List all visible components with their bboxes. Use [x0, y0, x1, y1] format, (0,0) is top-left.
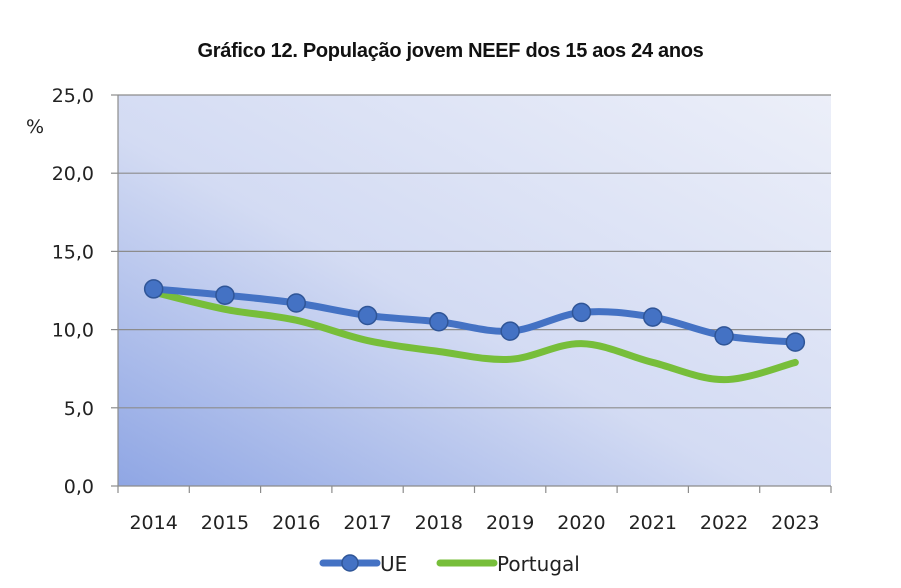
- data-point-ue: [571, 302, 592, 323]
- data-point-ue: [143, 279, 164, 299]
- x-tick-label: 2015: [201, 512, 249, 534]
- x-tick-label: 2018: [415, 512, 463, 534]
- x-tick-label: 2023: [771, 512, 819, 534]
- y-tick-label: 10,0: [52, 320, 94, 342]
- legend-label-ue: UE: [380, 552, 407, 576]
- legend-marker: [341, 554, 359, 572]
- x-tick-label: 2021: [629, 512, 677, 534]
- plot-area: [118, 95, 831, 486]
- data-point-ue: [357, 305, 378, 326]
- series-line-portugal: [150, 288, 799, 384]
- y-axis-label: %: [26, 116, 44, 138]
- y-tick-label: 5,0: [64, 398, 94, 420]
- data-point-ue: [500, 321, 520, 341]
- legend-item-ue: UE: [319, 552, 407, 576]
- data-point-ue: [286, 293, 306, 313]
- legend-label-portugal: Portugal: [497, 552, 580, 576]
- x-tick-label: 2016: [272, 512, 320, 534]
- chart-title: Gráfico 12. População jovem NEEF dos 15 …: [197, 40, 704, 62]
- y-tick-label: 15,0: [52, 241, 94, 263]
- x-tick-label: 2014: [129, 512, 177, 534]
- x-tick-label: 2017: [343, 512, 391, 534]
- data-point-ue: [643, 307, 663, 327]
- x-tick-label: 2019: [486, 512, 534, 534]
- x-tick-label: 2022: [700, 512, 748, 534]
- y-tick-label: 20,0: [52, 163, 94, 185]
- y-tick-label: 25,0: [52, 85, 94, 107]
- data-point-ue: [215, 285, 235, 305]
- x-tick-label: 2020: [557, 512, 605, 534]
- data-point-ue: [714, 326, 734, 346]
- series-line-ue: [150, 285, 799, 346]
- y-tick-label: 0,0: [64, 476, 94, 498]
- data-point-ue: [785, 332, 806, 352]
- legend-item-portugal: Portugal: [436, 552, 580, 576]
- data-point-ue: [429, 312, 449, 332]
